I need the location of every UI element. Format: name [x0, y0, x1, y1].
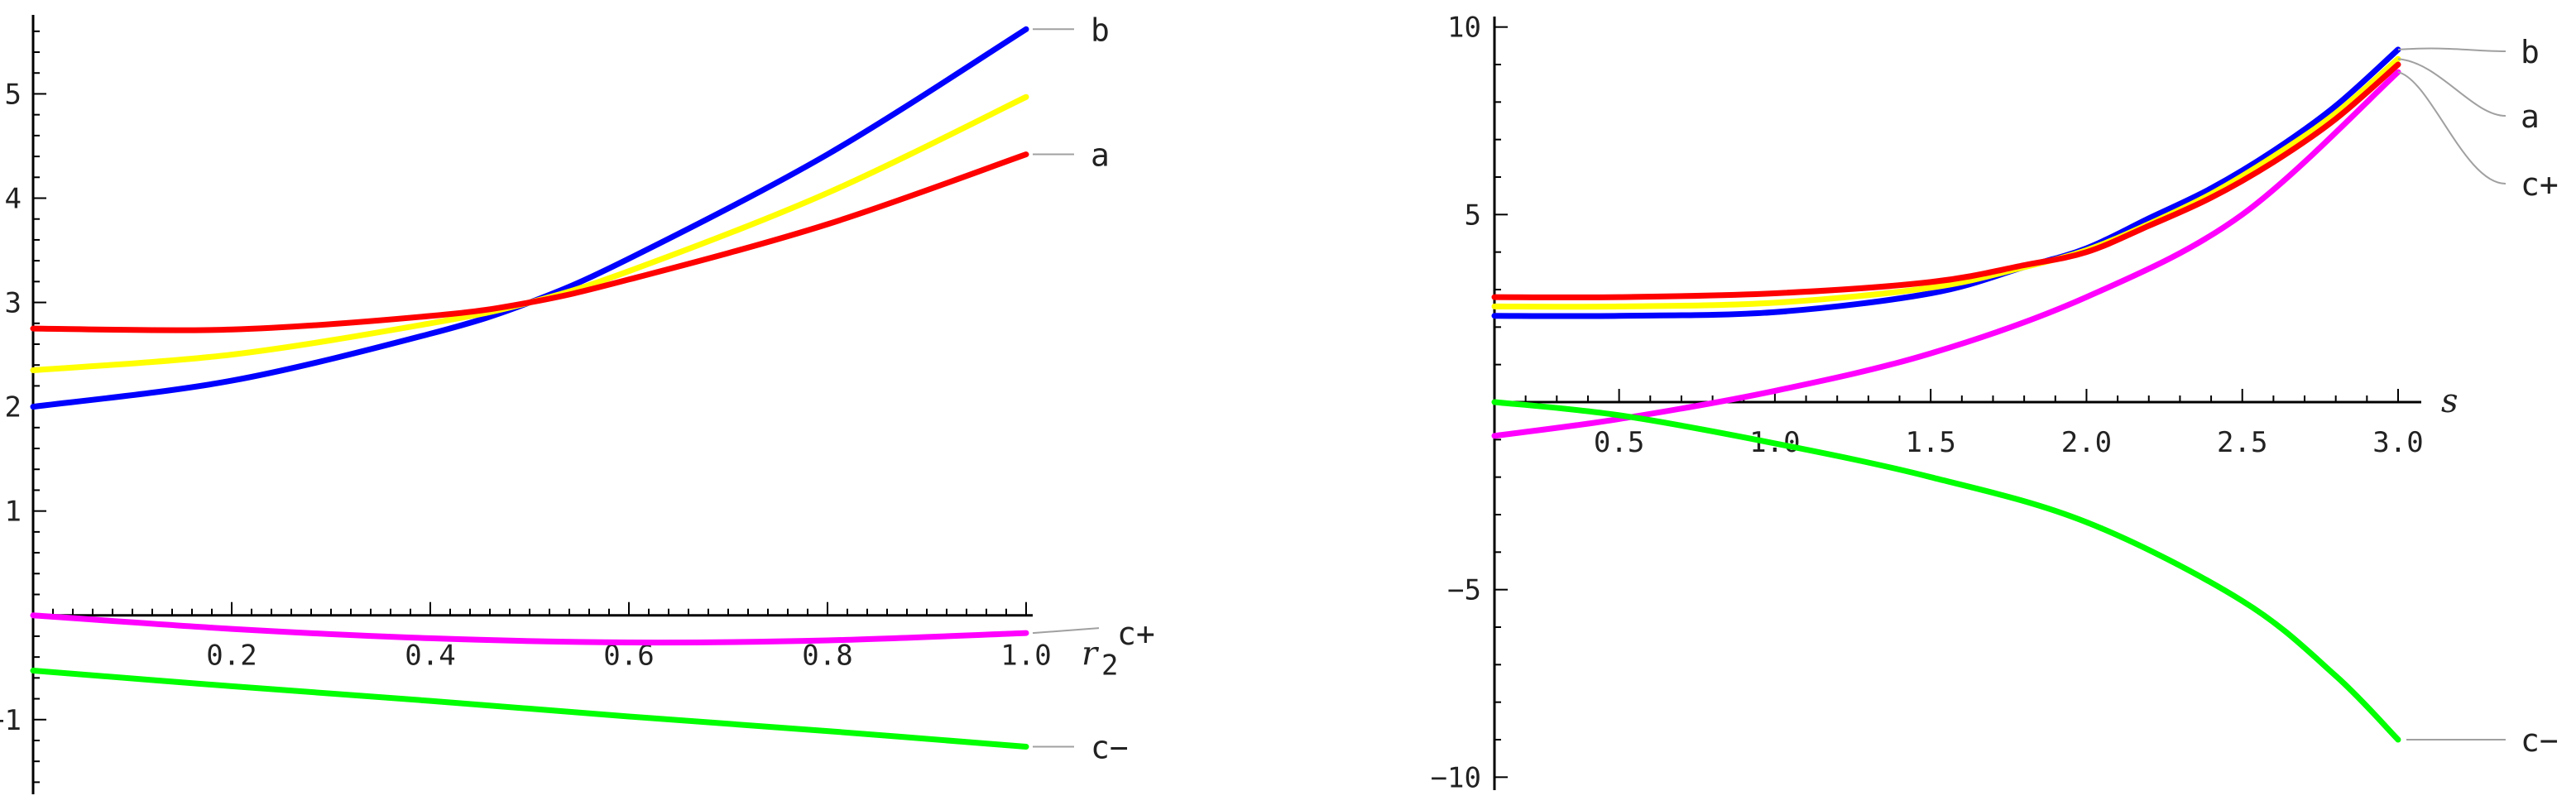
series-b-line: [1491, 46, 2401, 319]
x-tick-label: 3.0: [2372, 426, 2423, 459]
label-leader-a: [2397, 58, 2506, 117]
series-cplus-line: [1491, 69, 2401, 439]
x-axis-title: r: [1082, 635, 1100, 673]
x-axis-title-subscript: 2: [1101, 649, 1118, 683]
series-b-line: [30, 26, 1029, 410]
x-tick-label: 2.0: [2061, 426, 2112, 459]
series-label-cplus: c+: [1117, 616, 1155, 652]
y-tick-label: 5: [1465, 199, 1481, 232]
y-tick-label: 4: [5, 183, 22, 216]
series-cplus-line: [30, 612, 1029, 646]
series-cminus-line: [30, 668, 1029, 750]
y-tick-label: −10: [1431, 761, 1481, 794]
x-tick-label: 0.2: [206, 640, 257, 673]
y-tick-label: 10: [1447, 12, 1481, 45]
series-unnamed-1-line: [1491, 55, 2401, 310]
series-label-a: a: [1091, 137, 1110, 174]
y-tick-label: 5: [5, 78, 22, 111]
x-tick-label: 1.5: [1905, 426, 1955, 459]
x-tick-label: 0.8: [802, 640, 852, 673]
x-tick-label: 0.4: [405, 640, 455, 673]
series-a-line: [30, 151, 1029, 333]
series-label-b: b: [2521, 34, 2540, 70]
x-tick-label: 2.5: [2217, 426, 2267, 459]
y-tick-label: 1: [5, 496, 22, 529]
x-axis-title: s: [2441, 382, 2458, 420]
label-leader-cplus: [1032, 627, 1100, 635]
series-label-b: b: [1091, 12, 1110, 48]
label-leader-cplus: [2397, 71, 2506, 185]
series-label-cplus: c+: [2521, 166, 2559, 203]
series-cminus-line: [1491, 399, 2401, 743]
label-leader-b: [2397, 47, 2506, 52]
y-tick-label: −5: [1447, 574, 1481, 607]
y-tick-label: 2: [5, 391, 22, 424]
series-a-line: [1491, 61, 2401, 300]
y-tick-label: −1: [0, 704, 22, 737]
y-tick-label: 3: [5, 287, 22, 320]
x-tick-label: 0.5: [1594, 426, 1644, 459]
x-tick-label: 1.0: [1000, 640, 1051, 673]
series-label-a: a: [2521, 98, 2540, 135]
series-label-cminus: c−: [2521, 722, 2559, 759]
series-label-cminus: c−: [1091, 730, 1129, 766]
